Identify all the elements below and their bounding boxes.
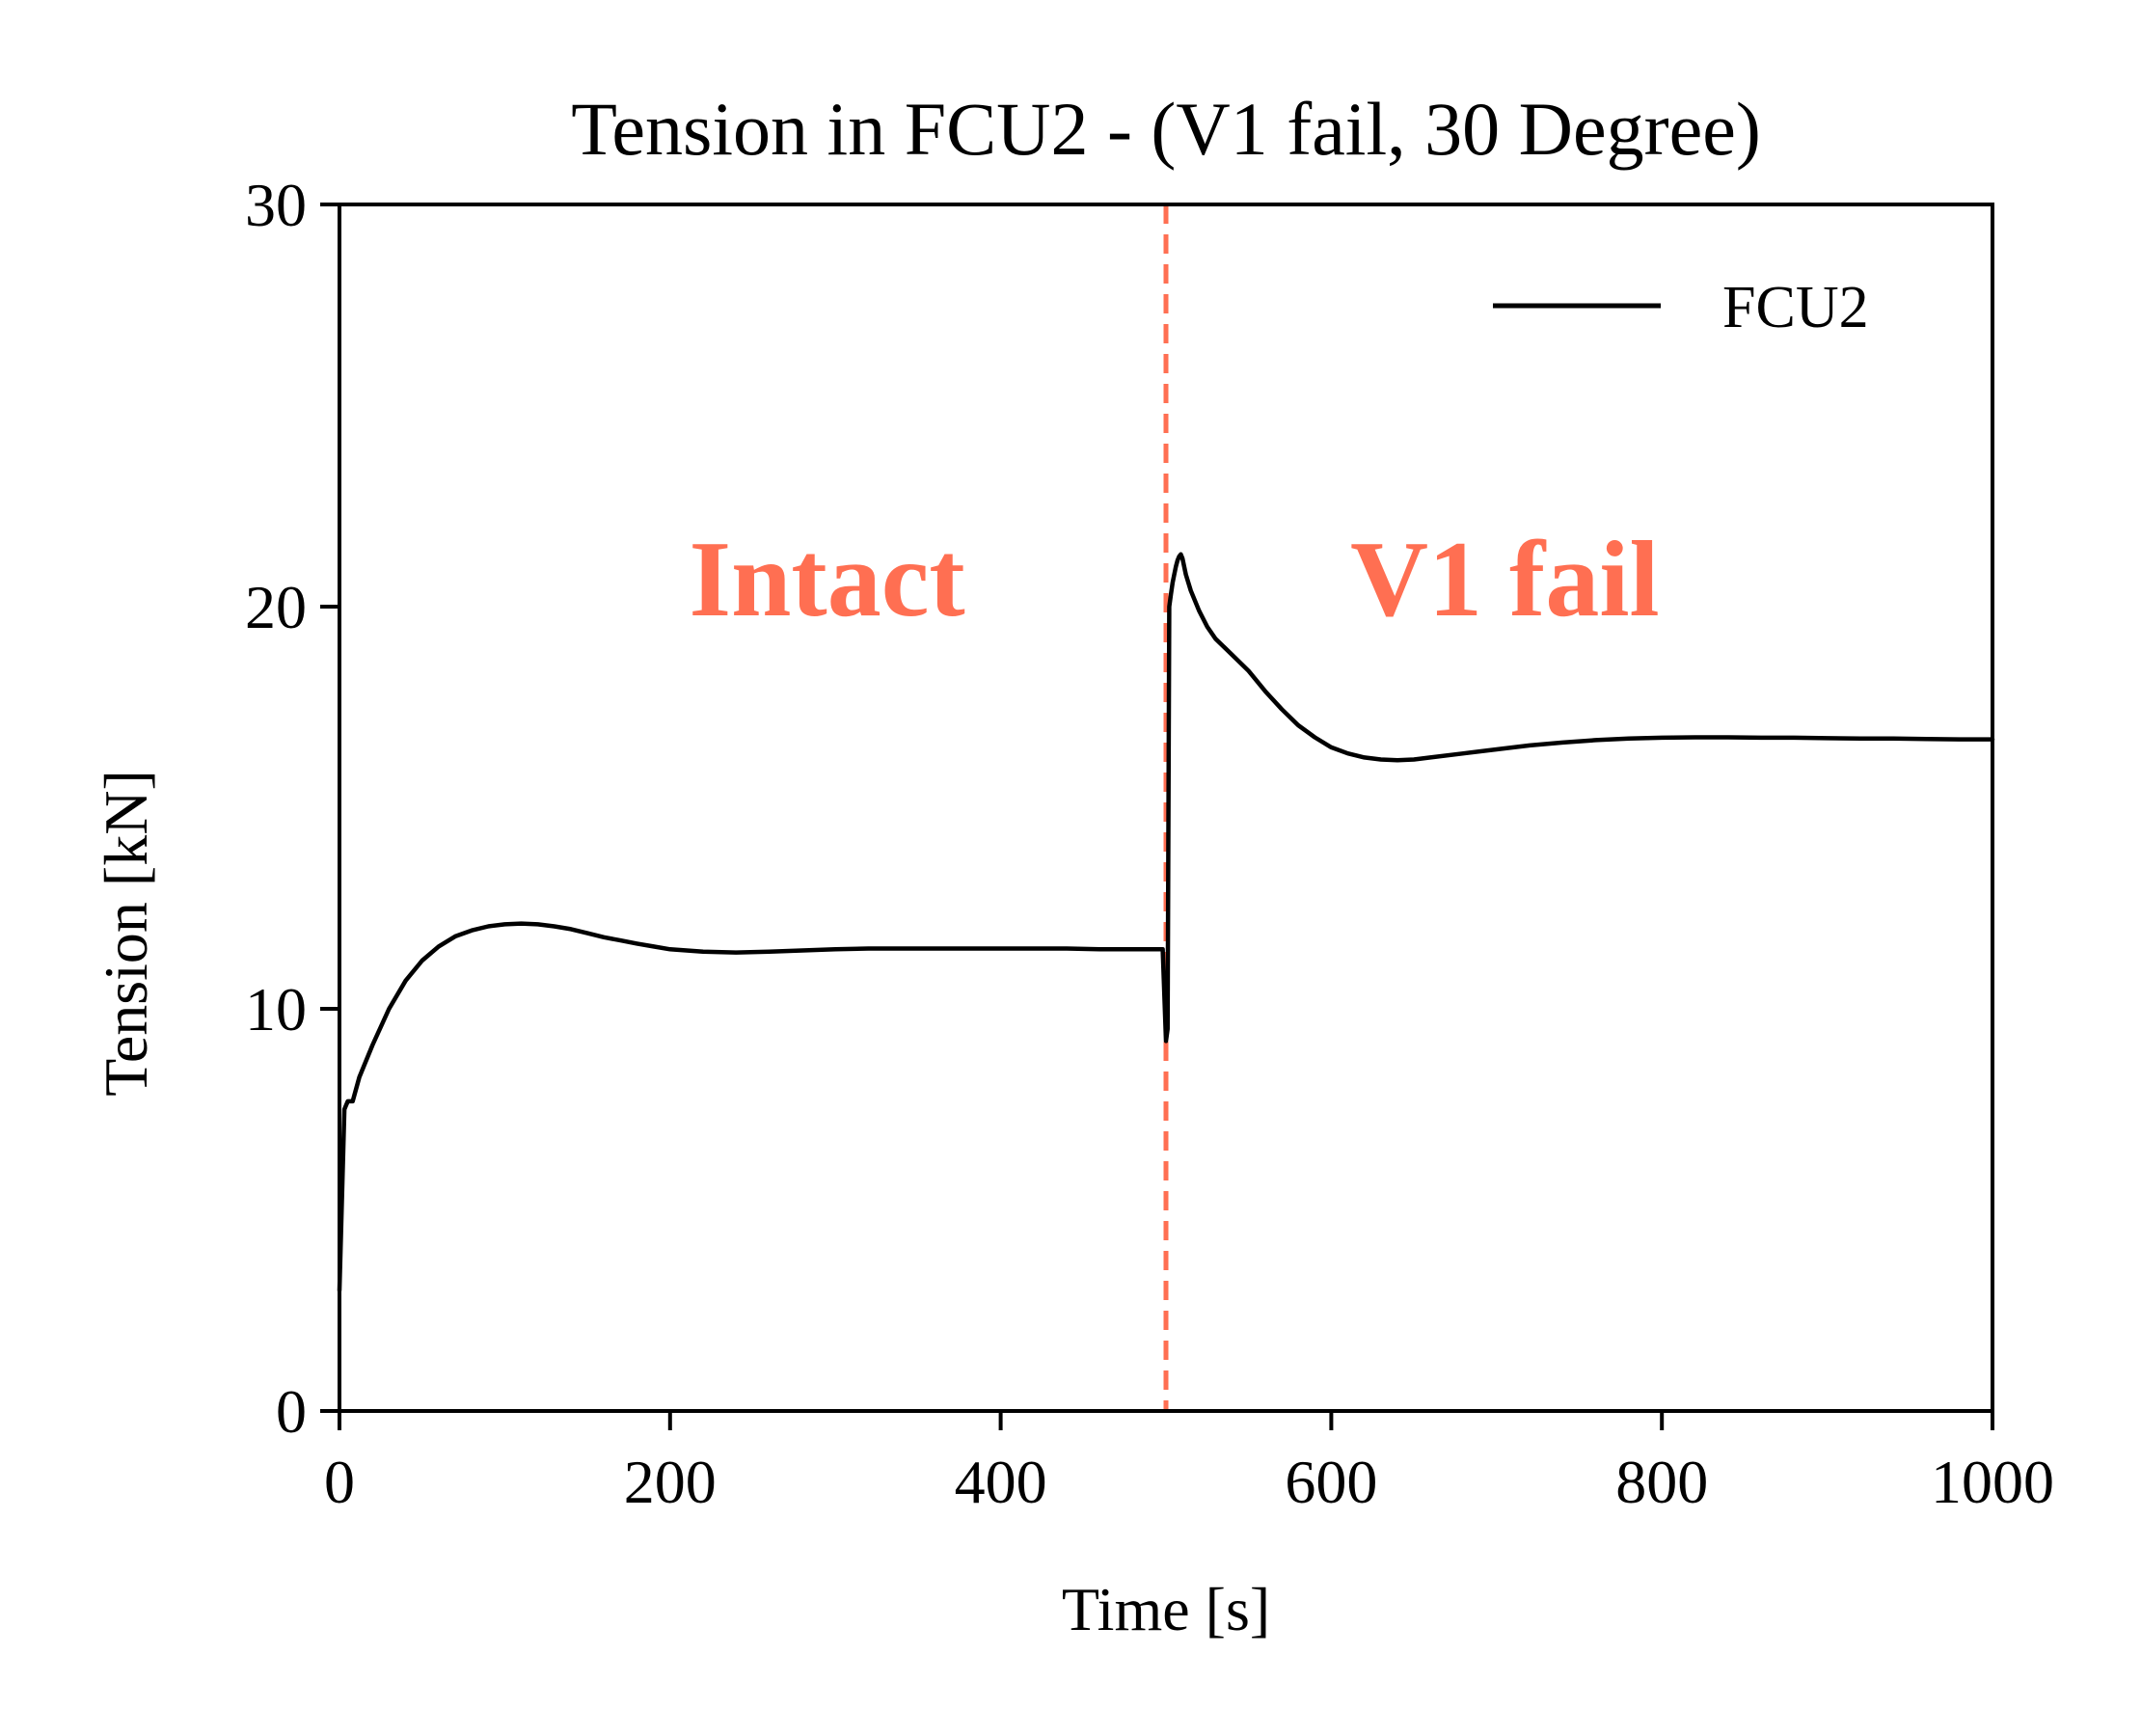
x-tick-label: 400: [955, 1448, 1047, 1516]
x-tick-label: 200: [624, 1448, 717, 1516]
region-label: V1 fail: [1350, 520, 1659, 639]
x-tick-label: 800: [1615, 1448, 1708, 1516]
y-tick-label: 10: [245, 975, 307, 1044]
y-tick-label: 0: [276, 1377, 307, 1446]
x-tick-label: 600: [1285, 1448, 1377, 1516]
y-axis-label: Tension [kN]: [92, 770, 160, 1097]
x-axis-label: Time [s]: [1062, 1575, 1270, 1643]
chart-title: Tension in FCU2 - (V1 fail, 30 Degree): [571, 87, 1761, 171]
x-axis-ticks: 0 200 400 600 800 1000: [324, 1411, 2054, 1516]
y-tick-label: 30: [245, 171, 307, 239]
region-label: Intact: [690, 520, 965, 639]
series-line-fcu2: [337, 552, 1995, 1293]
y-tick-label: 20: [245, 573, 307, 641]
x-tick-label: 0: [324, 1448, 355, 1516]
annotations: Intact V1 fail: [690, 204, 1660, 1411]
x-tick-label: 1000: [1931, 1448, 2054, 1516]
legend: FCU2: [1493, 275, 1869, 340]
legend-label: FCU2: [1722, 275, 1869, 340]
plot-frame: [338, 203, 1994, 1413]
y-axis-ticks: 0 10 20 30: [245, 171, 339, 1446]
series-layer: [337, 552, 1995, 1293]
